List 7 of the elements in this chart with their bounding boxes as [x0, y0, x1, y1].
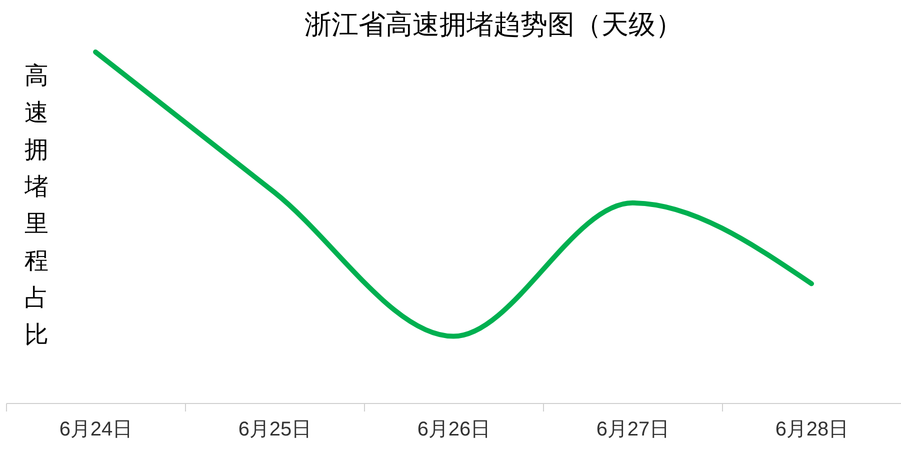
chart-title: 浙江省高速拥堵趋势图（天级） — [304, 10, 682, 40]
x-tick-label: 6月27日 — [596, 418, 670, 440]
x-tick-label: 6月25日 — [238, 418, 312, 440]
x-tick-label: 6月24日 — [59, 418, 133, 440]
y-axis-title: 高速拥堵里程占比 — [24, 62, 48, 348]
x-tick-label: 6月26日 — [417, 418, 491, 440]
x-tick-label: 6月28日 — [775, 418, 849, 440]
